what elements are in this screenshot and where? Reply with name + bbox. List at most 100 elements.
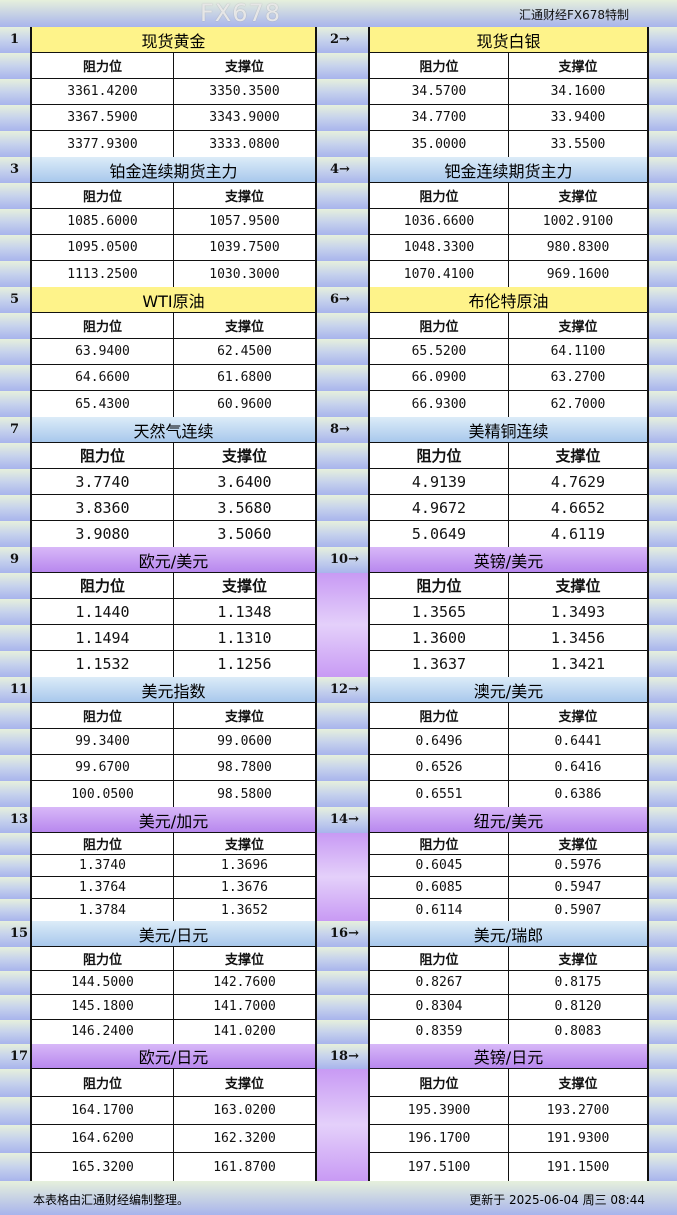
table-row: 0.6085 0.5947: [370, 877, 647, 899]
resistance-cell: 阻力位: [79, 577, 125, 595]
header-row: 阻力位 支撑位: [32, 573, 315, 599]
quote-table: 钯金连续期货主力 阻力位 支撑位 1036.6600 1002.9100 1048.330…: [368, 157, 649, 287]
resistance-cell: 1.3764: [79, 880, 126, 895]
header-row: 阻力位 支撑位: [370, 833, 647, 855]
resistance-cell: 4.9139: [411, 472, 467, 491]
resistance-cell: 1070.4100: [403, 266, 475, 282]
resistance-cell: 3377.9300: [67, 136, 138, 152]
support-cell: 1002.9100: [508, 209, 647, 234]
quote-table: WTI原油 阻力位 支撑位 63.9400 62.4500 64.6600 61.6800 6…: [30, 287, 317, 417]
support-cell: 1.3696: [173, 855, 315, 876]
table-index: 18→: [330, 1048, 359, 1064]
header-row: 阻力位 支撑位: [32, 947, 315, 971]
instrument-title: 美元/瑞郎: [370, 921, 647, 947]
resistance-cell: 0.6551: [415, 786, 463, 802]
instrument-title: 纽元/美元: [370, 807, 647, 833]
support-cell: 支撑位: [173, 183, 315, 208]
resistance-cell: 阻力位: [419, 838, 459, 853]
resistance-cell: 197.5100: [407, 1159, 471, 1175]
support-cell: 支撑位: [173, 313, 315, 338]
header-row: 阻力位 支撑位: [370, 947, 647, 971]
table-row: 99.3400 99.0600: [32, 729, 315, 755]
table-index: 10→: [330, 552, 359, 567]
table-row: 146.2400 141.0200: [32, 1019, 315, 1044]
support-cell: 142.7600: [173, 971, 315, 995]
header-row: 阻力位 支撑位: [370, 443, 647, 469]
table-row: 164.1700 163.0200: [32, 1097, 315, 1125]
instrument-title: 现货白银: [370, 27, 647, 53]
support-cell: 1.1348: [173, 599, 315, 624]
table-row: 1.1532 1.1256: [32, 651, 315, 677]
resistance-cell: 1.3600: [411, 628, 467, 647]
table-row: 64.6600 61.6800: [32, 365, 315, 391]
support-cell: 支撑位: [173, 53, 315, 78]
table-index: 7: [10, 422, 20, 437]
table-row: 3.7740 3.6400: [32, 469, 315, 495]
resistance-cell: 阻力位: [82, 953, 122, 968]
support-cell: 支撑位: [508, 1069, 647, 1096]
support-cell: 4.6652: [508, 495, 647, 520]
instrument-title: WTI原油: [32, 287, 315, 313]
section-row: 1 现货黄金 阻力位 支撑位 3361.4200 3350.3500 3367.5900 33…: [0, 27, 677, 157]
table-row: 3.8360 3.5680: [32, 495, 315, 521]
resistance-cell: 1.3740: [79, 858, 126, 873]
support-cell: 支撑位: [508, 443, 647, 468]
table-row: 1.3740 1.3696: [32, 855, 315, 877]
footer-note: 本表格由汇通财经编制整理。: [33, 1193, 190, 1207]
resistance-cell: 0.6526: [415, 760, 463, 775]
middle-band: [316, 833, 368, 921]
resistance-cell: 100.0500: [71, 786, 134, 802]
instrument-title: 天然气连续: [32, 417, 315, 443]
table-row: 63.9400 62.4500: [32, 339, 315, 365]
instrument-title: 美元/加元: [32, 807, 315, 833]
support-cell: 0.8175: [508, 971, 647, 995]
resistance-cell: 3.9080: [75, 525, 130, 543]
resistance-cell: 阻力位: [419, 190, 459, 205]
resistance-cell: 1095.0500: [67, 240, 138, 255]
middle-band: [316, 573, 368, 677]
quote-table: 美元指数 阻力位 支撑位 99.3400 99.0600 99.6700 98.7800 10…: [30, 677, 317, 807]
support-cell: 99.0600: [173, 729, 315, 754]
quote-table: 铂金连续期货主力 阻力位 支撑位 1085.6000 1057.9500 1095.050…: [30, 157, 317, 287]
table-row: 1048.3300 980.8300: [370, 235, 647, 261]
table-row: 65.5200 64.1100: [370, 339, 647, 365]
quote-table: 英镑/日元 阻力位 支撑位 195.3900 193.2700 196.1700 191.9…: [368, 1044, 649, 1181]
resistance-cell: 146.2400: [71, 1024, 134, 1040]
support-cell: 1.3456: [508, 625, 647, 650]
table-row: 100.0500 98.5800: [32, 781, 315, 807]
support-cell: 支撑位: [173, 703, 315, 728]
table-row: 1095.0500 1039.7500: [32, 235, 315, 261]
section-row: 3 铂金连续期货主力 阻力位 支撑位 1085.6000 1057.9500 1095.05…: [0, 157, 677, 287]
support-cell: 1.3421: [508, 651, 647, 677]
table-row: 197.5100 191.1500: [370, 1153, 647, 1181]
instrument-title: 铂金连续期货主力: [32, 157, 315, 183]
support-cell: 60.9600: [173, 391, 315, 417]
support-cell: 1039.7500: [173, 235, 315, 260]
support-cell: 4.7629: [508, 469, 647, 494]
support-cell: 支撑位: [173, 573, 315, 598]
support-cell: 0.6386: [508, 781, 647, 807]
table-row: 165.3200 161.8700: [32, 1153, 315, 1181]
support-cell: 64.1100: [508, 339, 647, 364]
resistance-cell: 1113.2500: [67, 266, 138, 282]
table-row: 1.3764 1.3676: [32, 877, 315, 899]
support-cell: 4.6119: [508, 521, 647, 547]
table-row: 35.0000 33.5500: [370, 131, 647, 157]
resistance-cell: 0.6045: [415, 858, 463, 873]
table-row: 0.6114 0.5907: [370, 899, 647, 921]
resistance-cell: 1.3784: [79, 902, 126, 918]
resistance-cell: 65.4300: [75, 396, 130, 412]
header-row: 阻力位 支撑位: [32, 703, 315, 729]
resistance-cell: 145.1800: [71, 999, 134, 1015]
table-row: 34.5700 34.1600: [370, 79, 647, 105]
header-row: 阻力位 支撑位: [370, 703, 647, 729]
support-cell: 3350.3500: [173, 79, 315, 104]
table-index: 3: [10, 162, 20, 177]
resistance-cell: 0.6114: [415, 902, 463, 918]
table-index: 8→: [330, 422, 350, 437]
instrument-title: 美精铜连续: [370, 417, 647, 443]
header-row: 阻力位 支撑位: [370, 573, 647, 599]
section-row: 13 美元/加元 阻力位 支撑位 1.3740 1.3696 1.3764 1.3676 1.3…: [0, 807, 677, 921]
resistance-cell: 阻力位: [419, 320, 459, 335]
table-row: 1.3565 1.3493: [370, 599, 647, 625]
